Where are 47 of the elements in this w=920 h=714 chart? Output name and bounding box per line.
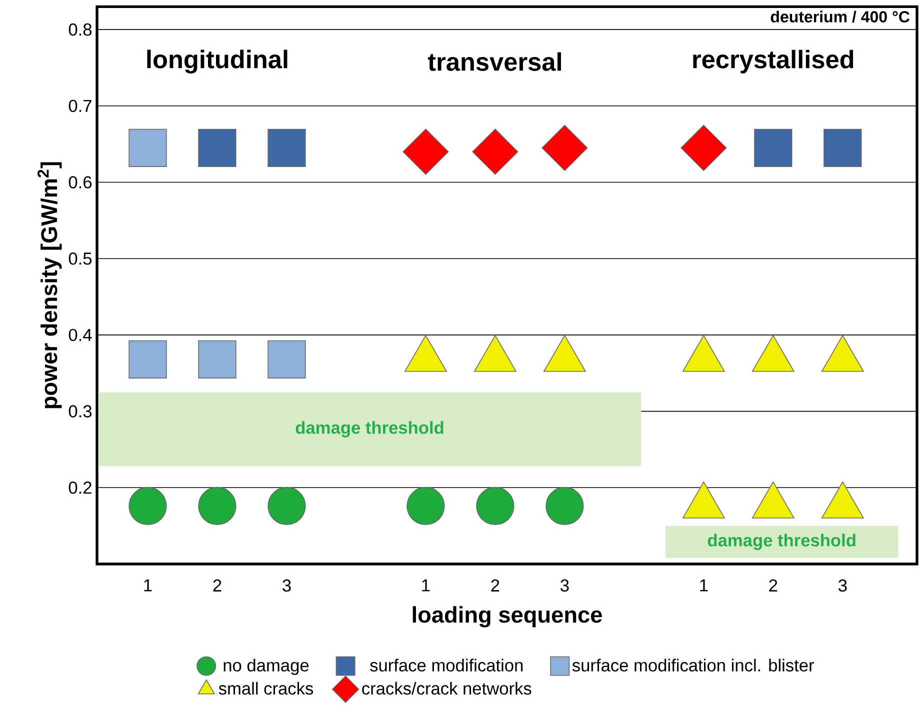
x-tick-label: 3 bbox=[282, 579, 291, 592]
x-tick-label: 1 bbox=[422, 579, 430, 592]
point bbox=[754, 128, 792, 167]
x-tick-label: 3 bbox=[560, 579, 569, 592]
y-tick-label: 0.6 bbox=[68, 176, 92, 188]
x-tick-label: 1 bbox=[700, 579, 708, 592]
point bbox=[268, 486, 306, 526]
x-tick-label: 1 bbox=[144, 579, 152, 592]
point bbox=[198, 340, 236, 378]
point bbox=[472, 128, 518, 175]
point bbox=[406, 486, 445, 526]
y-tick-label: 0.8 bbox=[68, 23, 92, 36]
annotation: recrystallised bbox=[693, 50, 854, 74]
legend-label: surface modification incl. blister bbox=[572, 658, 814, 672]
point bbox=[268, 128, 306, 167]
point bbox=[680, 124, 727, 171]
y-tick-label: 0.5 bbox=[68, 252, 92, 265]
y-tick-label: 0.2 bbox=[68, 482, 92, 494]
legend-label: no damage bbox=[224, 658, 309, 675]
point bbox=[198, 486, 236, 526]
point bbox=[824, 128, 862, 167]
y-tick-label: 0.4 bbox=[68, 328, 92, 342]
x-tick-label: 2 bbox=[213, 579, 222, 592]
band-label: damage threshold bbox=[296, 421, 444, 438]
point bbox=[542, 124, 588, 171]
x-tick-label: 3 bbox=[838, 579, 847, 592]
legend-label: small cracks bbox=[218, 682, 314, 695]
y-axis-title: power density [GW/m$^{2}$] bbox=[38, 162, 62, 408]
point bbox=[128, 340, 167, 378]
annotation: deuterium / 400 °C bbox=[770, 10, 910, 23]
band-label: damage threshold bbox=[708, 534, 856, 550]
x-tick-label: 2 bbox=[769, 579, 778, 592]
point bbox=[268, 340, 306, 378]
x-axis-title: loading sequence bbox=[412, 606, 602, 628]
y-tick-label: 0.3 bbox=[68, 405, 92, 418]
point bbox=[402, 128, 449, 175]
point bbox=[546, 486, 584, 526]
point bbox=[128, 486, 167, 526]
point bbox=[476, 486, 514, 526]
legend-label: surface modification bbox=[370, 658, 523, 672]
point bbox=[128, 128, 167, 167]
annotation: transversal bbox=[428, 52, 561, 71]
y-tick-label: 0.7 bbox=[68, 100, 92, 112]
point bbox=[198, 128, 236, 167]
x-tick-label: 2 bbox=[491, 579, 500, 592]
annotation: longitudinal bbox=[147, 50, 288, 74]
legend-label: cracks/crack networks bbox=[362, 682, 532, 695]
